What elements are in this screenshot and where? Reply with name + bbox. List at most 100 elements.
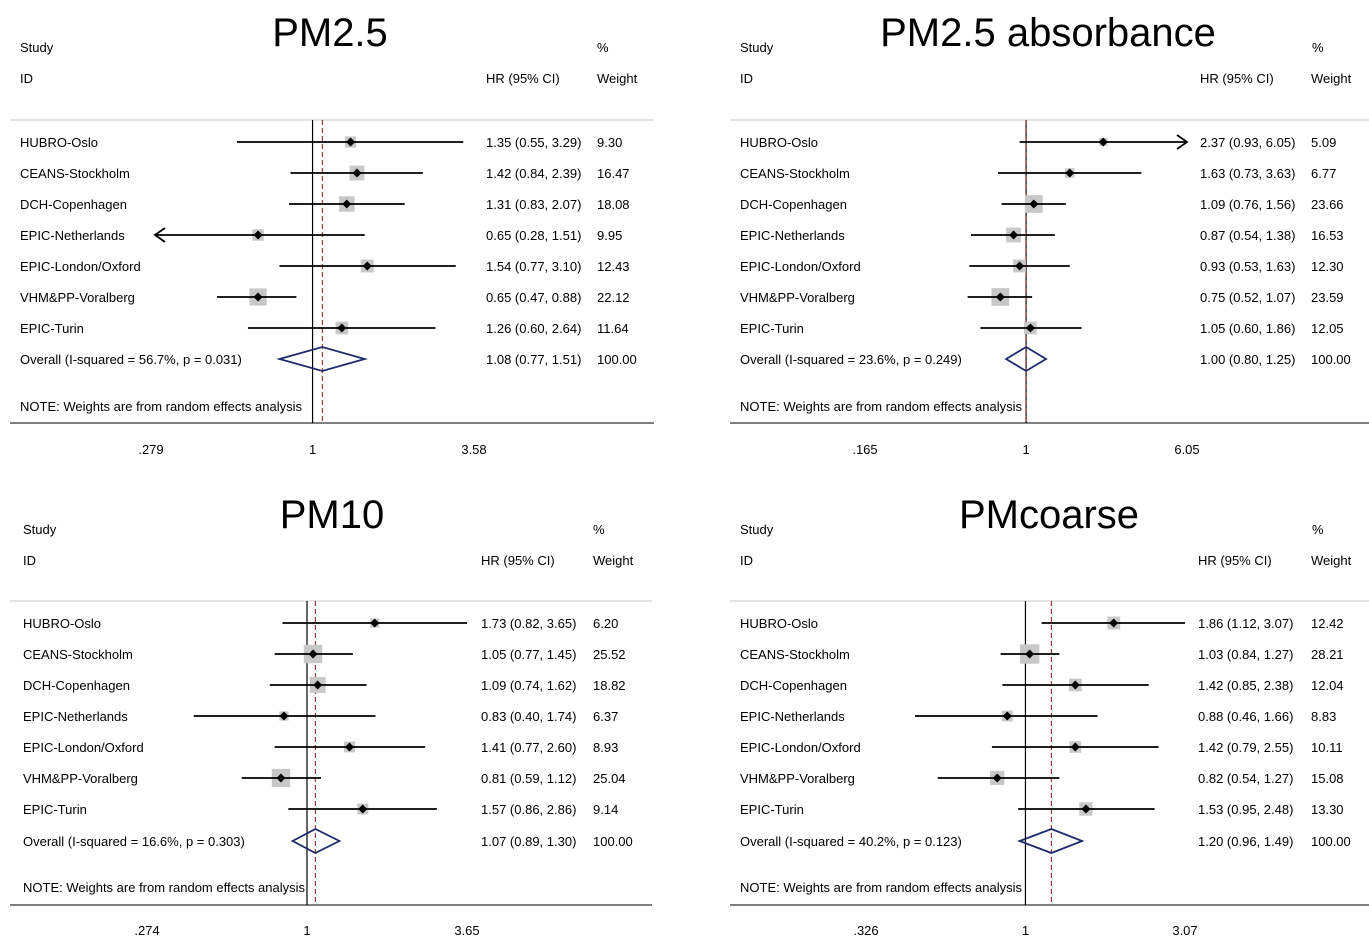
study-ci: 1.54 (0.77, 3.10) bbox=[486, 259, 581, 274]
overall-ci: 1.20 (0.96, 1.49) bbox=[1198, 834, 1293, 849]
header-hr: HR (95% CI) bbox=[1198, 553, 1272, 568]
study-ci: 1.09 (0.74, 1.62) bbox=[481, 678, 576, 693]
overall-ci: 1.00 (0.80, 1.25) bbox=[1200, 352, 1295, 367]
study-weight: 10.11 bbox=[1311, 740, 1343, 755]
forest-panel: PM2.5 absorbance Study ID HR (95% CI)% Weigh… bbox=[730, 11, 1369, 457]
header-study: Study bbox=[20, 40, 54, 55]
study-name: HUBRO-Oslo bbox=[20, 135, 98, 150]
study-row: HUBRO-Oslo 2.37 (0.93, 6.05) 5.09 bbox=[740, 135, 1336, 150]
study-ci: 1.42 (0.85, 2.38) bbox=[1198, 678, 1293, 693]
panel-title: PMcoarse bbox=[959, 493, 1139, 537]
study-row: CEANS-Stockholm 1.63 (0.73, 3.63) 6.77 bbox=[740, 166, 1336, 181]
study-name: EPIC-London/Oxford bbox=[740, 259, 861, 274]
study-weight: 6.20 bbox=[593, 616, 618, 631]
panel-title: PM2.5 absorbance bbox=[880, 11, 1216, 55]
study-row: EPIC-Netherlands 0.87 (0.54, 1.38) 16.53 bbox=[740, 228, 1344, 243]
x-tick-label: 1 bbox=[303, 923, 310, 937]
overall-weight: 100.00 bbox=[593, 834, 633, 849]
study-row: CEANS-Stockholm 1.05 (0.77, 1.45) 25.52 bbox=[23, 645, 626, 663]
study-weight: 9.95 bbox=[597, 228, 622, 243]
header-id: ID bbox=[20, 71, 33, 86]
study-name: CEANS-Stockholm bbox=[740, 647, 850, 662]
study-ci: 1.41 (0.77, 2.60) bbox=[481, 740, 576, 755]
study-name: HUBRO-Oslo bbox=[740, 135, 818, 150]
panel-title: PM10 bbox=[280, 493, 385, 537]
overall-row: Overall (I-squared = 23.6%, p = 0.249) 1.… bbox=[740, 347, 1351, 371]
study-ci: 0.65 (0.28, 1.51) bbox=[486, 228, 581, 243]
study-weight: 25.52 bbox=[593, 647, 626, 662]
study-ci: 1.53 (0.95, 2.48) bbox=[1198, 802, 1293, 817]
study-weight: 12.05 bbox=[1311, 321, 1344, 336]
study-name: EPIC-Netherlands bbox=[740, 228, 845, 243]
study-ci: 0.93 (0.53, 1.63) bbox=[1200, 259, 1295, 274]
study-ci: 0.83 (0.40, 1.74) bbox=[481, 709, 576, 724]
study-weight: 12.30 bbox=[1311, 259, 1344, 274]
study-weight: 12.43 bbox=[597, 259, 630, 274]
study-name: DCH-Copenhagen bbox=[740, 678, 847, 693]
study-name: CEANS-Stockholm bbox=[23, 647, 133, 662]
study-name: EPIC-London/Oxford bbox=[740, 740, 861, 755]
overall-diamond bbox=[279, 347, 364, 371]
header-weight: Weight bbox=[597, 71, 638, 86]
overall-label: Overall (I-squared = 40.2%, p = 0.123) bbox=[740, 834, 962, 849]
overall-ci: 1.07 (0.89, 1.30) bbox=[481, 834, 576, 849]
x-tick-label: 3.07 bbox=[1172, 923, 1197, 937]
study-name: EPIC-London/Oxford bbox=[20, 259, 141, 274]
study-row: EPIC-Turin 1.53 (0.95, 2.48) 13.30 bbox=[740, 802, 1344, 817]
header-percent: % bbox=[1312, 522, 1324, 537]
header-weight: Weight bbox=[1311, 71, 1352, 86]
study-name: VHM&PP-Voralberg bbox=[740, 771, 855, 786]
header-weight: Weight bbox=[1311, 553, 1352, 568]
study-weight: 9.30 bbox=[597, 135, 622, 150]
overall-row: Overall (I-squared = 16.6%, p = 0.303) 1.… bbox=[23, 829, 633, 853]
study-row: CEANS-Stockholm 1.42 (0.84, 2.39) 16.47 bbox=[20, 166, 630, 181]
study-ci: 1.05 (0.77, 1.45) bbox=[481, 647, 576, 662]
study-name: EPIC-Netherlands bbox=[740, 709, 845, 724]
study-name: HUBRO-Oslo bbox=[23, 616, 101, 631]
study-ci: 1.35 (0.55, 3.29) bbox=[486, 135, 581, 150]
study-weight: 6.37 bbox=[593, 709, 618, 724]
weights-note: NOTE: Weights are from random effects an… bbox=[740, 880, 1023, 895]
header-percent: % bbox=[1312, 40, 1324, 55]
x-tick-label: .165 bbox=[852, 442, 877, 457]
study-name: EPIC-London/Oxford bbox=[23, 740, 144, 755]
study-weight: 23.66 bbox=[1311, 197, 1344, 212]
study-row: VHM&PP-Voralberg 0.81 (0.59, 1.12) 25.04 bbox=[23, 769, 626, 787]
study-row: CEANS-Stockholm 1.03 (0.84, 1.27) 28.21 bbox=[740, 644, 1344, 663]
study-ci: 1.86 (1.12, 3.07) bbox=[1198, 616, 1293, 631]
study-row: HUBRO-Oslo 1.73 (0.82, 3.65) 6.20 bbox=[23, 616, 618, 631]
study-name: EPIC-Netherlands bbox=[20, 228, 125, 243]
study-ci: 1.42 (0.79, 2.55) bbox=[1198, 740, 1293, 755]
study-row: EPIC-Netherlands 0.83 (0.40, 1.74) 6.37 bbox=[23, 709, 618, 724]
study-name: VHM&PP-Voralberg bbox=[23, 771, 138, 786]
header-weight: Weight bbox=[593, 553, 634, 568]
study-weight: 8.93 bbox=[593, 740, 618, 755]
study-ci: 1.42 (0.84, 2.39) bbox=[486, 166, 581, 181]
study-name: EPIC-Turin bbox=[23, 802, 87, 817]
study-row: EPIC-Turin 1.26 (0.60, 2.64) 11.64 bbox=[20, 321, 629, 336]
study-row: EPIC-Netherlands 0.88 (0.46, 1.66) 8.83 bbox=[740, 709, 1336, 724]
study-weight: 12.04 bbox=[1311, 678, 1344, 693]
study-ci: 0.88 (0.46, 1.66) bbox=[1198, 709, 1293, 724]
header-study: Study bbox=[740, 40, 774, 55]
study-row: DCH-Copenhagen 1.09 (0.74, 1.62) 18.82 bbox=[23, 677, 626, 693]
overall-ci: 1.08 (0.77, 1.51) bbox=[486, 352, 581, 367]
study-name: EPIC-Turin bbox=[20, 321, 84, 336]
x-tick-label: .279 bbox=[138, 442, 163, 457]
study-ci: 0.75 (0.52, 1.07) bbox=[1200, 290, 1295, 305]
x-tick-label: 1 bbox=[1022, 442, 1029, 457]
study-weight: 8.83 bbox=[1311, 709, 1336, 724]
study-ci: 1.73 (0.82, 3.65) bbox=[481, 616, 576, 631]
study-row: EPIC-Turin 1.05 (0.60, 1.86) 12.05 bbox=[740, 321, 1344, 336]
study-ci: 0.81 (0.59, 1.12) bbox=[481, 771, 576, 786]
study-ci: 1.31 (0.83, 2.07) bbox=[486, 197, 581, 212]
x-tick-label: .274 bbox=[134, 923, 159, 937]
header-id: ID bbox=[740, 553, 753, 568]
study-weight: 15.08 bbox=[1311, 771, 1344, 786]
study-weight: 5.09 bbox=[1311, 135, 1336, 150]
study-weight: 6.77 bbox=[1311, 166, 1336, 181]
x-tick-label: 3.65 bbox=[454, 923, 479, 937]
study-row: DCH-Copenhagen 1.09 (0.76, 1.56) 23.66 bbox=[740, 195, 1344, 213]
study-ci: 1.63 (0.73, 3.63) bbox=[1200, 166, 1295, 181]
